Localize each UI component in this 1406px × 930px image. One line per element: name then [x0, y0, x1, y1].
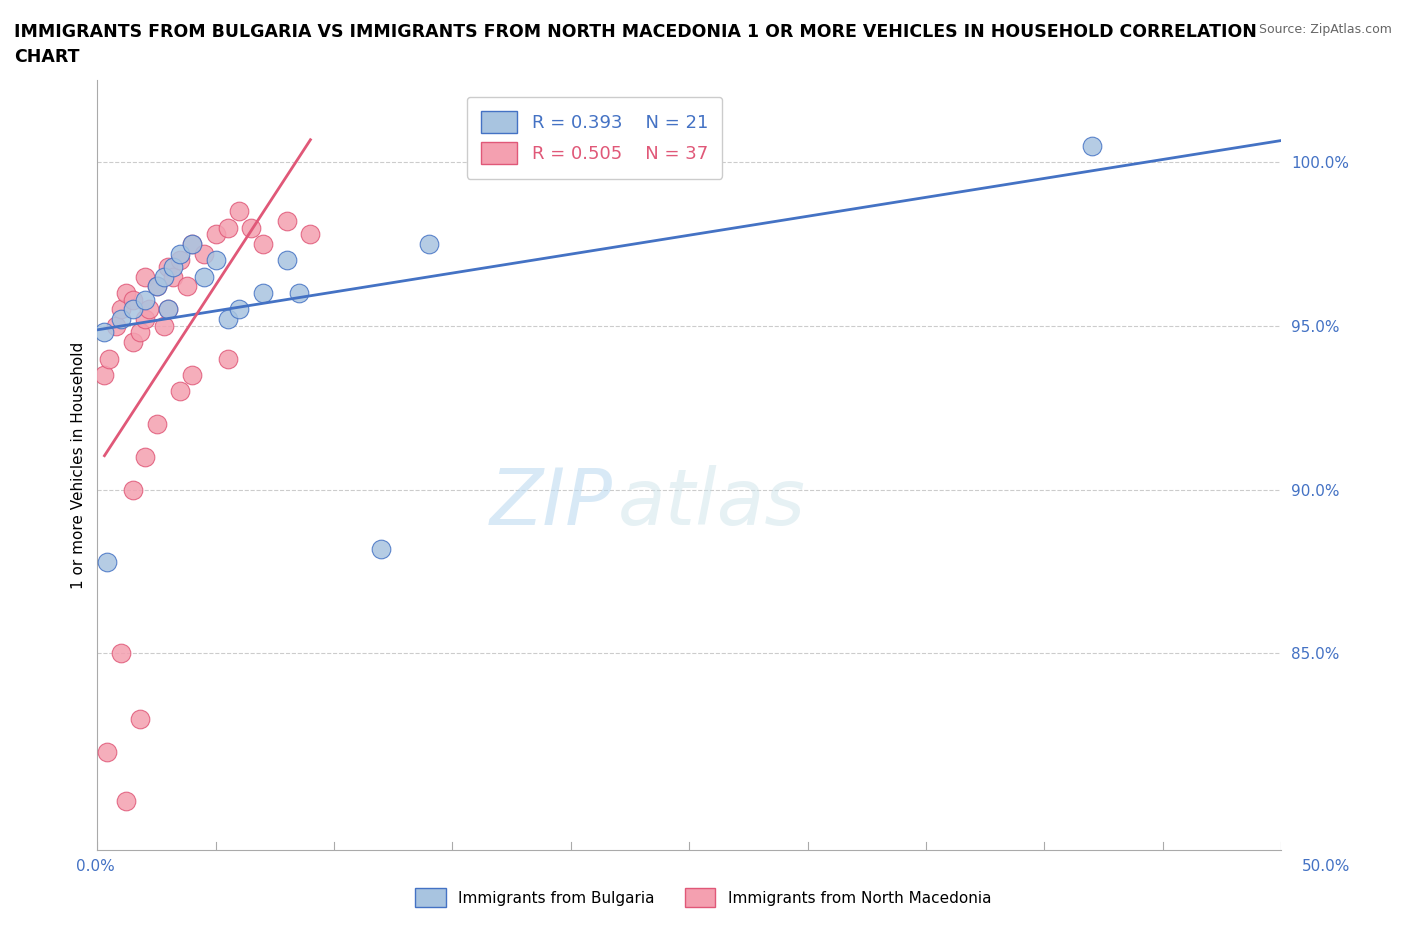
Point [93, 325, 115, 339]
Point [228, 204, 250, 219]
Text: CHART: CHART [14, 48, 80, 66]
Legend: Immigrants from Bulgaria, Immigrants from North Macedonia: Immigrants from Bulgaria, Immigrants fro… [409, 883, 997, 913]
Point [134, 269, 156, 284]
Point [145, 417, 167, 432]
Point [204, 253, 226, 268]
Point [217, 220, 239, 235]
Point [93, 367, 115, 382]
Point [152, 318, 174, 333]
Text: 0.0%: 0.0% [76, 859, 115, 874]
Point [252, 286, 274, 300]
Point [114, 286, 136, 300]
Point [193, 246, 215, 261]
Point [276, 214, 298, 229]
Point [96, 744, 118, 759]
Point [134, 292, 156, 307]
Point [204, 227, 226, 242]
Point [105, 318, 128, 333]
Point [162, 259, 184, 274]
Point [152, 269, 174, 284]
Point [121, 302, 143, 317]
Point [370, 541, 392, 556]
Point [228, 302, 250, 317]
Point [98, 352, 121, 366]
Point [252, 236, 274, 251]
Point [157, 302, 180, 317]
Point [110, 302, 132, 317]
Point [157, 259, 180, 274]
Y-axis label: 1 or more Vehicles in Household: 1 or more Vehicles in Household [72, 341, 86, 589]
Text: atlas: atlas [619, 466, 806, 541]
Point [169, 384, 191, 399]
Point [96, 554, 118, 569]
Point [121, 335, 143, 350]
Text: 50.0%: 50.0% [1302, 859, 1350, 874]
Point [169, 253, 191, 268]
Point [134, 449, 156, 464]
Point [110, 646, 132, 661]
Point [134, 312, 156, 326]
Point [181, 367, 204, 382]
Point [240, 220, 263, 235]
Point [129, 711, 152, 726]
Point [121, 292, 143, 307]
Point [169, 246, 191, 261]
Point [129, 325, 152, 339]
Point [287, 286, 309, 300]
Point [181, 236, 204, 251]
Point [299, 227, 322, 242]
Point [217, 312, 239, 326]
Point [157, 302, 180, 317]
Point [1080, 139, 1102, 153]
Point [110, 312, 132, 326]
Point [121, 482, 143, 497]
Point [276, 253, 298, 268]
Point [217, 352, 239, 366]
Legend: R = 0.393    N = 21, R = 0.505    N = 37: R = 0.393 N = 21, R = 0.505 N = 37 [467, 97, 723, 179]
Point [138, 302, 160, 317]
Point [181, 236, 204, 251]
Point [162, 269, 184, 284]
Point [114, 793, 136, 808]
Point [176, 279, 198, 294]
Text: ZIP: ZIP [489, 466, 612, 541]
Point [418, 236, 440, 251]
Point [193, 269, 215, 284]
Text: IMMIGRANTS FROM BULGARIA VS IMMIGRANTS FROM NORTH MACEDONIA 1 OR MORE VEHICLES I: IMMIGRANTS FROM BULGARIA VS IMMIGRANTS F… [14, 23, 1257, 41]
Text: Source: ZipAtlas.com: Source: ZipAtlas.com [1258, 23, 1392, 36]
Point [145, 279, 167, 294]
Point [145, 279, 167, 294]
